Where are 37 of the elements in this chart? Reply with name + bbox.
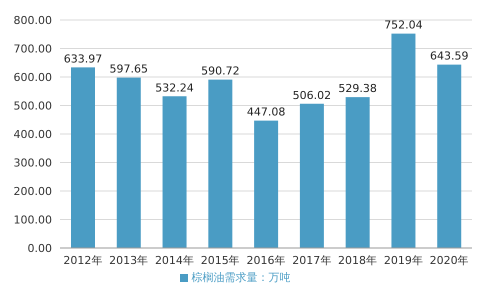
data-label: 447.08 [246,106,286,119]
data-label: 590.72 [201,64,240,78]
bar [254,120,278,248]
bar [437,64,462,248]
data-label: 597.65 [110,62,148,76]
data-label: 529.38 [338,82,377,96]
y-tick-label: 400.00 [14,128,52,141]
bar [346,97,370,248]
x-tick-label: 2013年 [109,254,148,267]
bar [391,34,416,248]
y-tick-label: 100.00 [14,213,52,226]
y-tick-label: 800.00 [14,14,52,27]
y-tick-label: 500.00 [14,99,52,112]
y-tick-label: 700.00 [14,42,52,56]
y-tick-label: 600.00 [14,70,52,84]
x-tick-label: 2015年 [200,254,240,267]
bar [208,80,232,248]
x-tick-label: 2012年 [63,254,102,267]
data-label: 506.02 [292,88,332,102]
data-label: 643.59 [430,50,468,63]
y-tick-label: 0.00 [28,242,52,255]
data-label: 633.97 [64,52,102,66]
y-tick-label: 200.00 [14,184,52,198]
x-tick-label: 2017年 [292,254,332,267]
data-label: 532.24 [155,81,194,94]
legend-label: 棕榈油需求量：万吨 [192,271,290,284]
x-tick-label: 2016年 [246,254,286,267]
x-tick-label: 2020年 [430,254,469,267]
bar [116,78,141,248]
data-label: 752.04 [384,18,423,32]
x-tick-label: 2014年 [154,254,194,267]
x-tick-label: 2018年 [338,254,378,267]
x-tick-label: 2019年 [384,254,423,267]
bar [71,67,95,248]
bar [162,96,187,248]
bar [300,104,324,248]
y-tick-label: 300.00 [14,156,52,170]
